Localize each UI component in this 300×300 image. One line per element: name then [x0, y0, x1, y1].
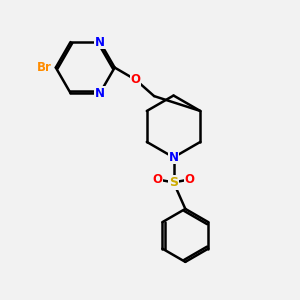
Text: O: O	[152, 173, 162, 186]
Text: N: N	[169, 151, 178, 164]
Text: O: O	[185, 173, 195, 186]
Text: Br: Br	[37, 61, 52, 74]
Text: S: S	[169, 176, 178, 189]
Text: O: O	[131, 74, 141, 86]
Text: N: N	[95, 87, 105, 100]
Text: N: N	[95, 36, 105, 49]
